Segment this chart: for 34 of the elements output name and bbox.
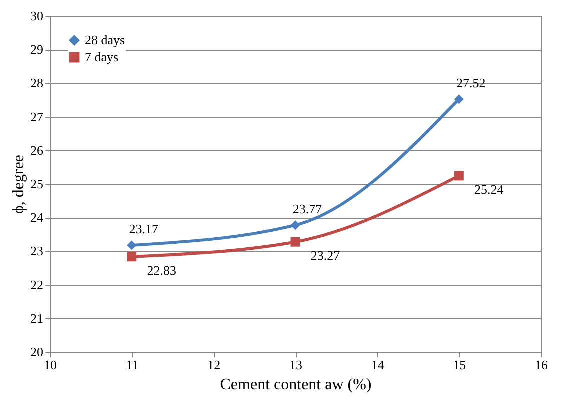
x-axis-title: Cement content aw (%) (220, 376, 372, 394)
x-tick-label: 13 (290, 358, 302, 372)
point (454, 171, 464, 181)
y-tick-label: 28 (30, 76, 44, 91)
x-tick-label: 14 (371, 358, 385, 372)
x-tick-label: 12 (208, 358, 221, 372)
data-label: 22.83 (147, 262, 176, 278)
y-tick-label: 26 (30, 142, 44, 158)
point (127, 252, 137, 262)
data-label: 23.17 (129, 221, 159, 236)
x-tick-label: 10 (44, 358, 57, 372)
point (454, 94, 464, 104)
x-tick-label: 16 (535, 358, 548, 372)
y-tick-label: 20 (30, 344, 44, 360)
data-label: 25.24 (474, 182, 504, 197)
y-tick-label: 27 (30, 109, 44, 124)
x-tick-label: 15 (453, 358, 466, 372)
y-tick-label: 21 (30, 310, 44, 326)
point (127, 240, 137, 250)
x-tick-label: 11 (126, 358, 139, 372)
y-tick-label: 22 (30, 277, 44, 292)
data-label: 23.77 (292, 201, 323, 216)
y-tick-label: 24 (30, 210, 44, 226)
data-label: 27.52 (456, 75, 486, 90)
y-axis-title: ϕ, degree (10, 154, 28, 214)
y-tick-label: 25 (30, 176, 44, 192)
legend-label: 7 days (85, 50, 119, 64)
legend-label: 28 days (85, 32, 126, 48)
data-label: 23.27 (310, 248, 341, 264)
point (290, 220, 300, 230)
y-tick-label: 23 (30, 244, 44, 259)
y-tick-label: 29 (30, 42, 44, 58)
point (290, 237, 300, 247)
y-tick-label: 30 (30, 8, 44, 24)
